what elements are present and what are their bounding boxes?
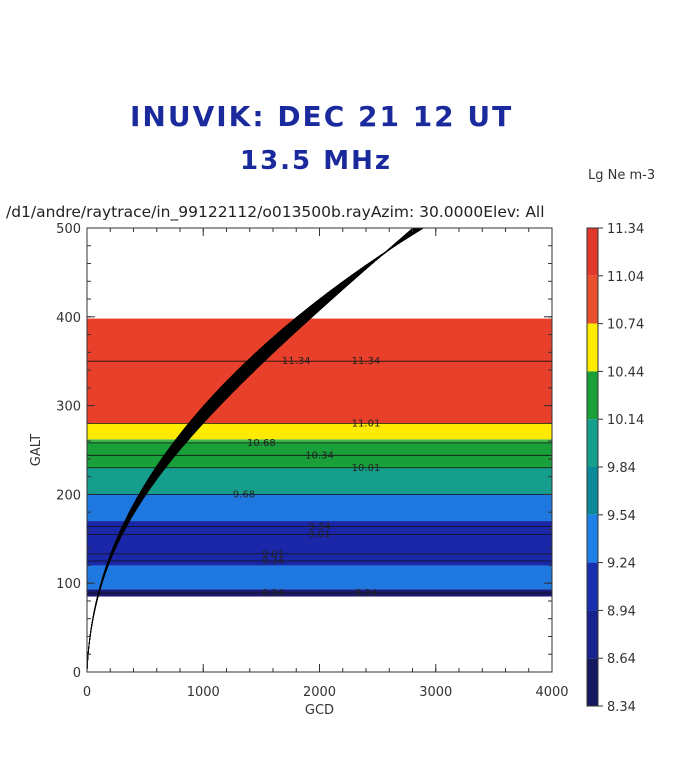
colorbar-segment bbox=[587, 275, 598, 324]
y-tick-label: 400 bbox=[56, 311, 81, 326]
contour-label: 8.34 bbox=[262, 588, 284, 599]
contour-label: 9.01 bbox=[262, 549, 284, 560]
colorbar-tick-label: 10.44 bbox=[607, 365, 644, 380]
y-tick-label: 200 bbox=[56, 488, 81, 503]
density-band bbox=[87, 521, 552, 566]
contour-label: 10.01 bbox=[352, 463, 381, 474]
ray-paths bbox=[87, 228, 425, 672]
contour-label: 10.68 bbox=[247, 438, 276, 449]
x-tick-label: 0 bbox=[83, 685, 91, 700]
colorbar-segment bbox=[587, 610, 598, 659]
density-band bbox=[87, 318, 552, 424]
contour-label: 8.34 bbox=[355, 588, 377, 599]
x-tick-label: 3000 bbox=[419, 685, 452, 700]
colorbar-tick-label: 8.94 bbox=[607, 604, 636, 619]
colorbar-segment bbox=[587, 562, 598, 611]
contour-label: 10.34 bbox=[305, 450, 334, 461]
density-band bbox=[87, 423, 552, 440]
colorbar: 11.34 11.04 10.74 10.44 10.14 9.84 9.54 9.24 8.9… bbox=[586, 222, 644, 715]
y-tick-label: 0 bbox=[73, 666, 81, 681]
contour-label: 9.68 bbox=[233, 489, 255, 500]
ray-path bbox=[87, 228, 414, 672]
colorbar-tick-label: 9.54 bbox=[607, 509, 636, 524]
colorbar-unit-label: Lg Ne m-3 bbox=[588, 168, 656, 183]
colorbar-segment bbox=[587, 658, 598, 706]
contour-label: 9.34 bbox=[262, 556, 284, 567]
colorbar-segment bbox=[587, 371, 598, 420]
colorbar-tick-label: 11.34 bbox=[607, 222, 644, 237]
y-tick-label: 300 bbox=[56, 400, 81, 415]
density-band bbox=[87, 494, 552, 522]
colorbar-segment bbox=[587, 228, 598, 276]
density-band bbox=[87, 565, 552, 590]
y-tick-label: 500 bbox=[56, 222, 81, 237]
contour-label: 11.34 bbox=[352, 356, 381, 367]
density-band bbox=[87, 439, 552, 443]
density-contours: 8.34 8.349.349.019.019.349.6810.0110.3410… bbox=[87, 356, 552, 599]
contour-label: 11.34 bbox=[282, 356, 311, 367]
colorbar-segment bbox=[587, 514, 598, 563]
colorbar-tick-label: 8.64 bbox=[607, 652, 636, 667]
colorbar-segment bbox=[587, 323, 598, 372]
colorbar-tick-label: 9.24 bbox=[607, 557, 636, 572]
density-band bbox=[87, 467, 552, 495]
colorbar-tick-label: 8.34 bbox=[607, 700, 636, 715]
handwritten-station-label: INUVIK: DEC 21 12 UT bbox=[130, 100, 514, 133]
contour-label: 9.34 bbox=[308, 521, 330, 532]
contour-label: 11.01 bbox=[352, 418, 381, 429]
colorbar-segment bbox=[587, 467, 598, 515]
x-axis-label: GCD bbox=[305, 703, 334, 718]
chart-title: /d1/andre/raytrace/in_99122112/o013500b.… bbox=[6, 203, 545, 221]
y-tick-label: 100 bbox=[56, 577, 81, 592]
colorbar-tick-label: 10.74 bbox=[607, 318, 644, 333]
y-axis-label: GALT bbox=[29, 434, 44, 466]
colorbar-tick-label: 10.14 bbox=[607, 413, 644, 428]
x-tick-label: 4000 bbox=[535, 685, 568, 700]
x-tick-label: 2000 bbox=[303, 685, 336, 700]
axes: 0 1000 2000 3000 4000 0 100 200 300 400 500 bbox=[56, 222, 568, 700]
contour-label: 9.01 bbox=[308, 529, 330, 540]
colorbar-segment bbox=[587, 419, 598, 467]
x-tick-label: 1000 bbox=[187, 685, 220, 700]
handwritten-frequency-label: 13.5 MHz bbox=[240, 146, 392, 176]
colorbar-tick-label: 9.84 bbox=[607, 461, 636, 476]
colorbar-tick-label: 11.04 bbox=[607, 270, 644, 285]
